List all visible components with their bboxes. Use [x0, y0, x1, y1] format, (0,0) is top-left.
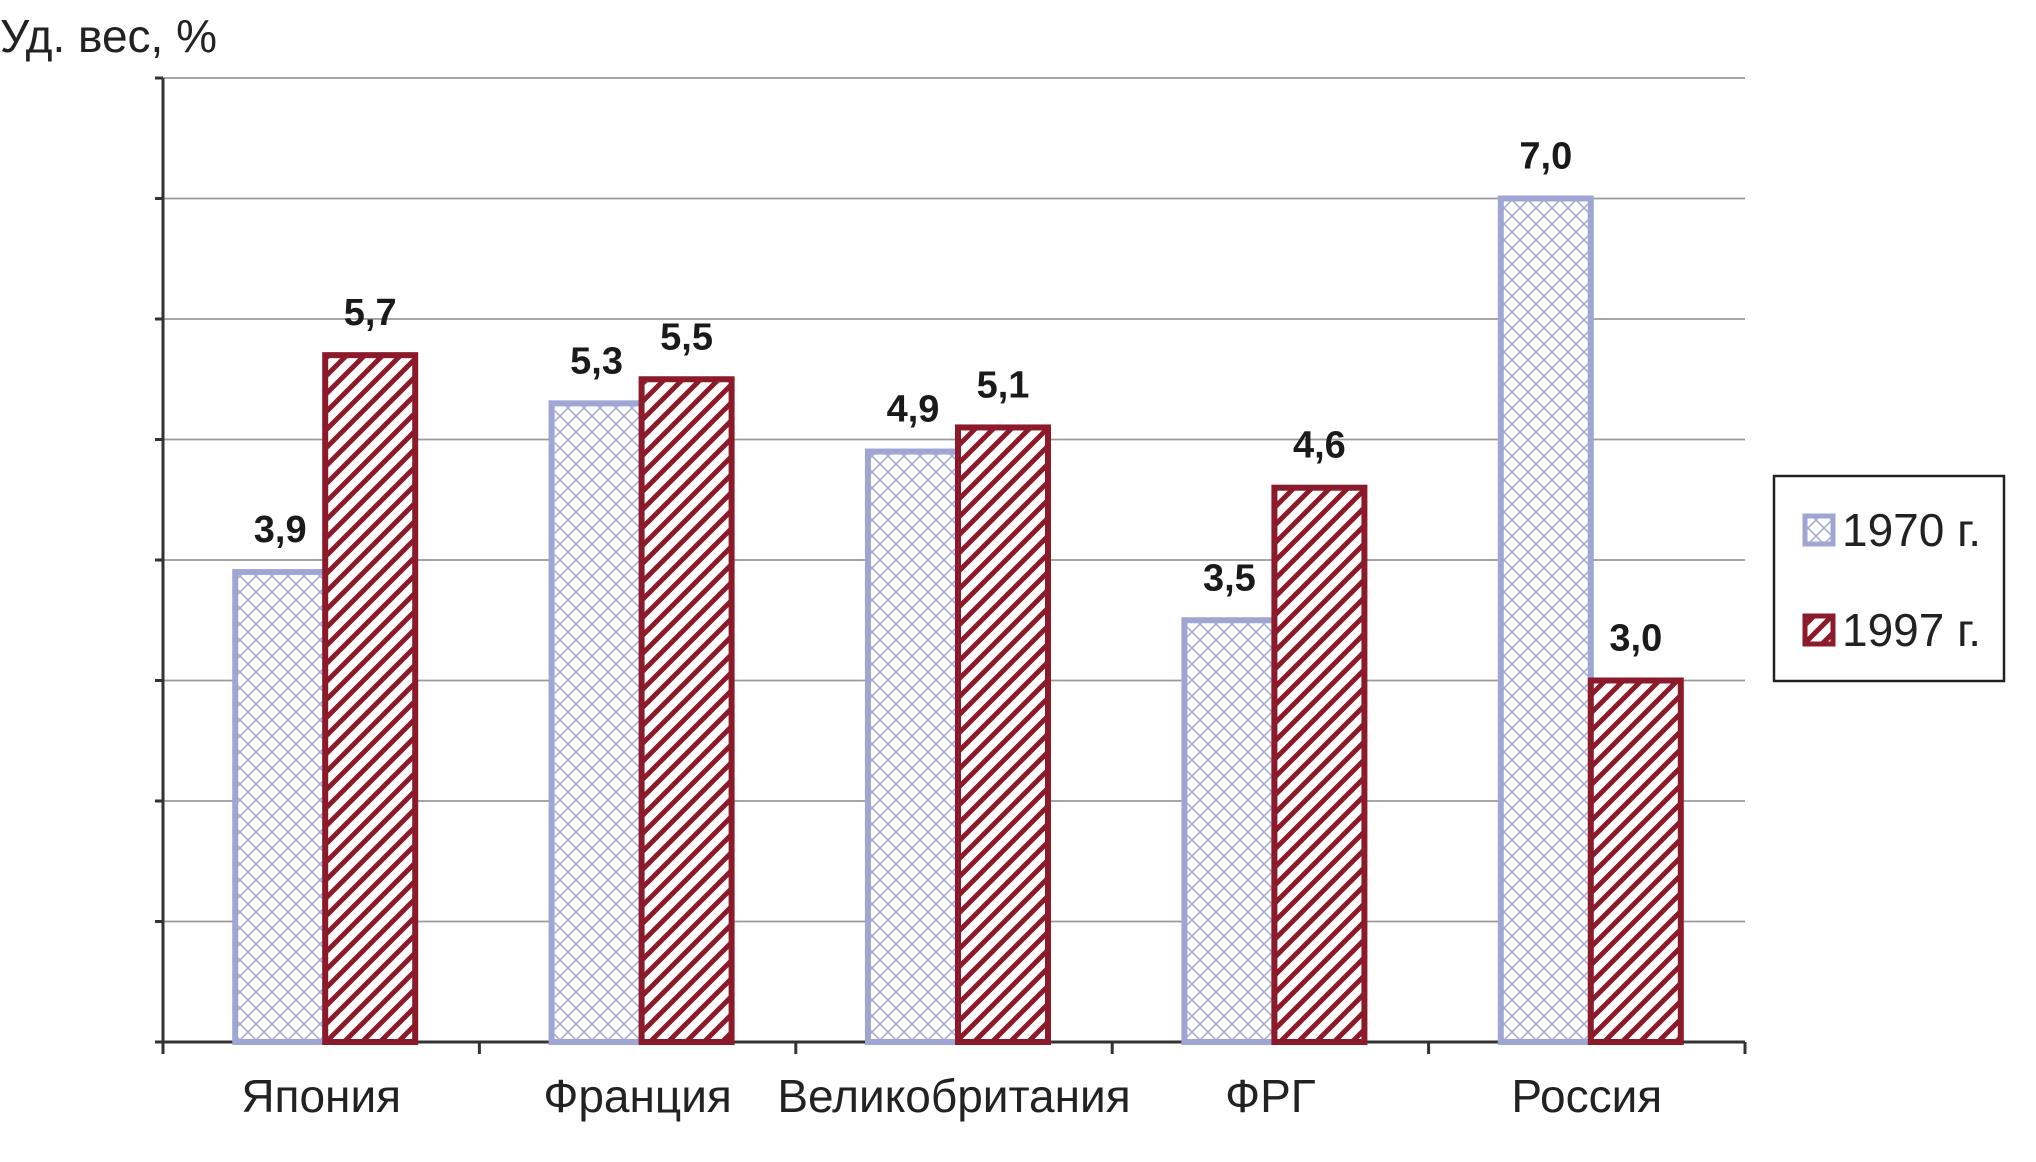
legend: 1970 г. 1997 г.	[1772, 474, 2006, 683]
bar-series2	[638, 376, 735, 1045]
bar-series1	[865, 448, 961, 1045]
bar-series1	[548, 400, 645, 1046]
category-label: Россия	[1511, 1070, 1662, 1122]
category-labels: Япония Франция Великобритания ФРГ Россия	[241, 1070, 1662, 1122]
data-label: 4,6	[1293, 425, 1346, 467]
data-labels: 3,9 5,7 5,3 5,5 4,9 5,1 3,5 4,6 7,0 3,0	[254, 136, 1662, 660]
y-axis-title: Уд. вес, %	[0, 10, 217, 62]
data-label: 7,0	[1519, 136, 1572, 178]
bar-series1	[1497, 195, 1594, 1045]
bars	[232, 195, 1684, 1046]
category-label: ФРГ	[1225, 1070, 1316, 1122]
legend-label: 1997 г.	[1842, 604, 1981, 656]
data-label: 3,9	[254, 509, 307, 551]
data-label: 5,7	[344, 292, 397, 334]
data-label: 3,0	[1609, 618, 1662, 660]
bar-series2	[1587, 677, 1684, 1045]
category-label: Великобритания	[777, 1070, 1130, 1122]
bar-series2	[1271, 484, 1368, 1045]
data-label: 3,5	[1203, 557, 1256, 599]
data-label: 5,3	[570, 340, 623, 382]
bar-series2	[955, 424, 1051, 1045]
data-label: 4,9	[887, 389, 940, 431]
bar-series2	[322, 352, 419, 1045]
legend-box	[1772, 474, 2006, 683]
legend-swatch	[1802, 513, 1836, 547]
bar-series1	[1181, 617, 1278, 1045]
data-label: 5,5	[660, 316, 713, 358]
category-label: Франция	[543, 1070, 732, 1122]
legend-label: 1970 г.	[1842, 504, 1981, 556]
category-label: Япония	[241, 1070, 401, 1122]
legend-swatch	[1802, 613, 1836, 647]
data-label: 5,1	[977, 364, 1030, 406]
bar-series1	[232, 569, 329, 1045]
